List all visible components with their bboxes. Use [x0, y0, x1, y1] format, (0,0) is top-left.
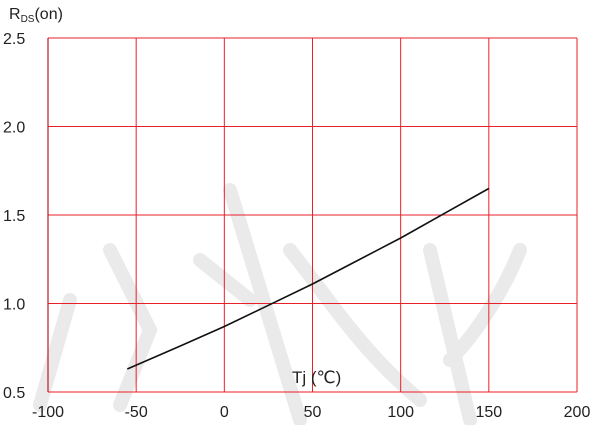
series-line [126, 187, 490, 370]
x-tick-label: -50 [125, 404, 148, 421]
x-tick-label: 50 [304, 404, 322, 421]
y-tick-label: 2.5 [3, 31, 25, 48]
y-tick-label: 2.0 [3, 120, 25, 137]
y-axis-label: RDS(on) [9, 6, 63, 25]
y-tick-label: 0.5 [3, 385, 25, 402]
x-tick-label: 200 [564, 404, 591, 421]
x-tick-label: 100 [387, 404, 414, 421]
x-axis-label: Tj (℃) [292, 368, 341, 387]
x-tick-label: 150 [475, 404, 502, 421]
grid [47, 37, 578, 393]
x-tick-label: -100 [32, 404, 64, 421]
x-tick-label: 0 [220, 404, 229, 421]
y-tick-label: 1.0 [3, 297, 25, 314]
series [126, 187, 490, 370]
y-tick-label: 1.5 [3, 208, 25, 225]
watermark [33, 183, 527, 427]
tick-labels: -100 -50 0 50 100 150 200 0.5 1.0 1.5 2.0 2.5 [3, 31, 590, 421]
